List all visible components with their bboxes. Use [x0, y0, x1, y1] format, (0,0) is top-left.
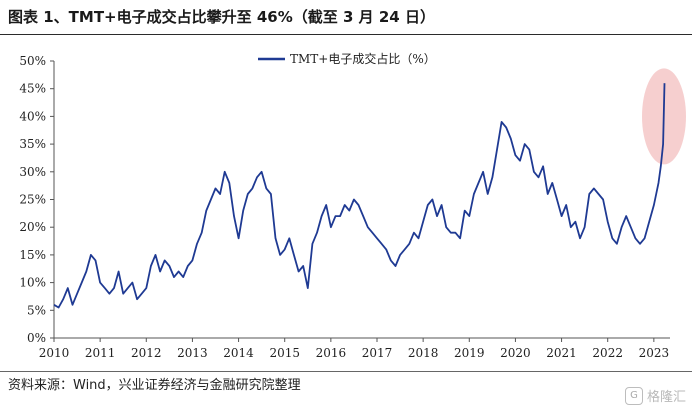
y-tick-label: 5%: [27, 303, 46, 317]
y-tick-label: 10%: [19, 276, 46, 290]
x-tick-label: 2014: [223, 346, 254, 360]
x-tick-label: 2012: [131, 346, 162, 360]
x-tick-label: 2011: [85, 346, 116, 360]
y-tick-label: 25%: [19, 193, 46, 207]
chart-axes: 0% 5% 10% 15% 20% 25% 30% 35% 40% 45% 50% 2010 2011 2…: [19, 54, 670, 360]
watermark-label: 格隆汇: [646, 390, 686, 405]
x-tick-label: 2015: [269, 346, 300, 360]
chart-title: 图表 1、TMT+电子成交占比攀升至 46%（截至 3 月 24 日）: [8, 8, 435, 26]
gelonghui-logo-icon: G: [624, 386, 643, 405]
y-tick-label: 35%: [19, 137, 46, 151]
watermark: G 格隆汇: [624, 386, 686, 405]
series-line-0: [53, 83, 666, 309]
y-tick-label: 15%: [19, 248, 46, 262]
x-tick-label: 2013: [177, 346, 208, 360]
x-tick-label: 2016: [316, 346, 347, 360]
x-tick-label: 2019: [454, 346, 485, 360]
title-divider: [0, 34, 692, 35]
y-tick-label: 45%: [19, 82, 46, 96]
y-tick-label: 50%: [19, 54, 46, 68]
chart-plot-area: [53, 83, 666, 309]
source-note: 资料来源：Wind，兴业证券经济与金融研究院整理: [8, 378, 301, 393]
y-tick-label: 40%: [19, 109, 46, 123]
y-tick-label: 30%: [19, 165, 46, 179]
y-tick-label: 20%: [19, 220, 46, 234]
x-tick-label: 2018: [408, 346, 439, 360]
x-tick-label: 2022: [592, 346, 623, 360]
x-tick-label: 2020: [500, 346, 531, 360]
chart-legend: TMT+电子成交占比（%）: [258, 51, 436, 66]
footer-divider: [0, 371, 692, 372]
legend-label: TMT+电子成交占比（%）: [290, 51, 436, 66]
x-tick-label: 2021: [546, 346, 577, 360]
x-tick-label: 2023: [639, 346, 670, 360]
x-tick-label: 2017: [362, 346, 393, 360]
y-tick-label: 0%: [27, 331, 46, 345]
x-tick-label: 2010: [39, 346, 70, 360]
